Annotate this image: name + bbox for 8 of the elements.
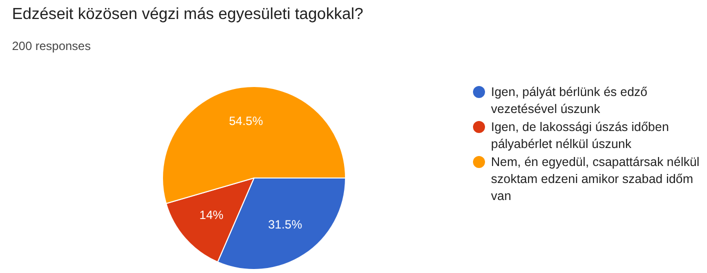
text: 200 responses — [12, 39, 91, 53]
data-label: 14% — [199, 208, 224, 222]
legend-label: Nem, én egyedül, csapattársak nélkül szoktam edzeni amikor szabad időm van — [491, 154, 700, 205]
data-label: 54.5% — [228, 114, 264, 128]
chart-title: Edzéseit közösen végzi más egyesületi tagokkal? — [12, 6, 364, 24]
legend-label: Igen, de lakossági úszás időben pályabérlet nélkül úszunk — [491, 119, 670, 153]
data-label: 31.5% — [268, 218, 302, 232]
legend-label: Igen, pályát bérlünk és edző vezetésével úszunk — [491, 84, 648, 118]
